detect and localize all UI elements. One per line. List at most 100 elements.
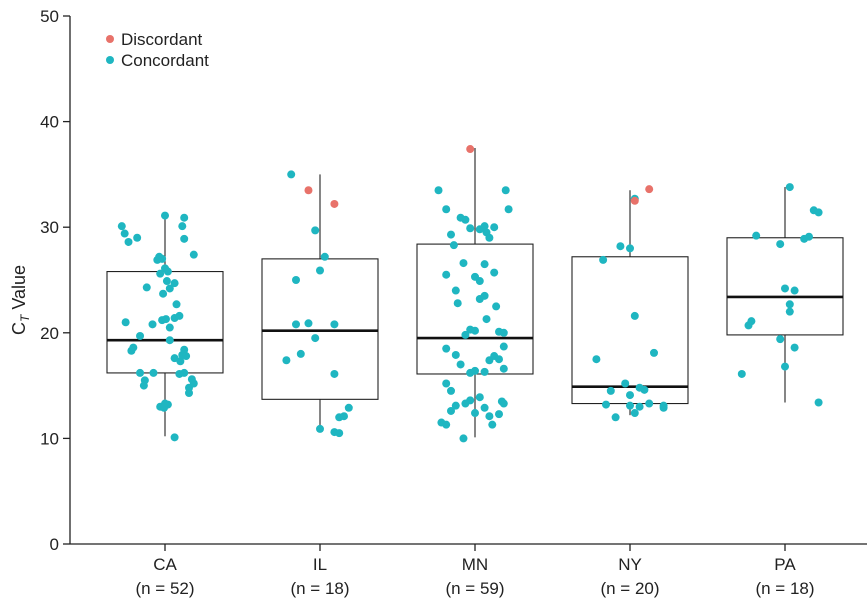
concordant-point (121, 318, 130, 327)
concordant-point (316, 424, 324, 433)
concordant-point (156, 269, 165, 278)
concordant-point (165, 284, 174, 293)
concordant-point (461, 215, 470, 224)
concordant-point (170, 433, 179, 442)
concordant-point (480, 403, 489, 412)
concordant-point (471, 409, 479, 418)
concordant-point (461, 330, 470, 339)
concordant-point (495, 355, 503, 364)
concordant-point (133, 233, 142, 242)
concordant-point (640, 385, 649, 394)
concordant-point (139, 381, 148, 390)
concordant-point (292, 276, 300, 284)
discordant-point (330, 199, 339, 208)
concordant-point (480, 367, 489, 376)
concordant-point (180, 234, 189, 243)
concordant-point (161, 315, 170, 324)
concordant-point (189, 379, 198, 388)
concordant-point (434, 186, 443, 195)
concordant-point (176, 357, 185, 366)
concordant-point (442, 379, 451, 388)
concordant-point (485, 412, 494, 421)
concordant-point (480, 222, 489, 231)
concordant-point (785, 307, 794, 316)
y-tick-label: 40 (40, 113, 59, 132)
concordant-point (311, 226, 320, 235)
y-tick-label: 50 (40, 7, 59, 26)
concordant-point (129, 343, 138, 352)
category-label: IL (313, 555, 327, 574)
concordant-point (335, 429, 344, 438)
concordant-point (499, 328, 508, 337)
concordant-point (645, 399, 654, 408)
concordant-point (785, 183, 794, 192)
concordant-point (480, 260, 489, 269)
concordant-point (744, 321, 753, 330)
concordant-point (752, 231, 761, 240)
concordant-point (499, 399, 508, 408)
concordant-point (158, 254, 167, 263)
concordant-point (800, 234, 809, 243)
concordant-point (162, 277, 171, 286)
concordant-point (606, 386, 615, 395)
concordant-point (790, 286, 799, 295)
concordant-point (471, 326, 479, 335)
category-label: MN (462, 555, 488, 574)
concordant-point (781, 284, 789, 293)
concordant-point (475, 393, 484, 402)
concordant-point (136, 368, 145, 377)
y-tick-label: 30 (40, 218, 59, 237)
concordant-point (492, 302, 501, 311)
concordant-point (344, 403, 353, 412)
legend: Discordant Concordant (106, 30, 209, 70)
concordant-point (599, 255, 608, 264)
legend-label-concordant: Concordant (121, 51, 209, 70)
concordant-point (471, 366, 479, 375)
legend-label-discordant: Discordant (121, 30, 203, 49)
concordant-point (165, 336, 174, 345)
concordant-point (120, 229, 129, 238)
concordant-point (456, 360, 465, 369)
concordant-point (781, 362, 789, 371)
legend-marker-concordant (106, 56, 114, 64)
box-ny (571, 256, 689, 405)
concordant-point (175, 311, 184, 320)
concordant-point (447, 406, 455, 415)
concordant-point (635, 402, 644, 411)
concordant-point (611, 413, 620, 422)
concordant-point (442, 205, 451, 214)
discordant-point (466, 145, 475, 154)
concordant-point (776, 240, 785, 249)
concordant-point (451, 350, 460, 359)
concordant-point (485, 233, 494, 242)
concordant-point (311, 334, 320, 343)
concordant-point (482, 315, 491, 324)
category-label: CA (153, 555, 177, 574)
discordant-point (645, 185, 654, 194)
concordant-point (185, 388, 193, 397)
concordant-point (495, 410, 503, 419)
concordant-point (451, 401, 460, 410)
concordant-point (466, 224, 475, 233)
concordant-point (165, 323, 174, 332)
concordant-point (650, 348, 658, 357)
concordant-point (180, 345, 189, 354)
concordant-point (148, 320, 157, 329)
discordant-point (630, 196, 639, 205)
category-n-label: (n = 20) (600, 579, 659, 598)
concordant-point (459, 434, 468, 443)
concordant-point (124, 237, 133, 246)
concordant-point (490, 223, 499, 232)
concordant-point (602, 400, 610, 409)
concordant-point (592, 355, 601, 364)
concordant-point (172, 300, 181, 309)
y-tick-label: 0 (50, 535, 59, 554)
box-il (261, 258, 379, 400)
concordant-point (149, 368, 158, 377)
concordant-point (447, 386, 455, 395)
concordant-point (142, 283, 151, 292)
concordant-point (737, 369, 746, 378)
concordant-point (475, 277, 484, 286)
concordant-point (499, 342, 508, 351)
concordant-point (626, 401, 634, 410)
